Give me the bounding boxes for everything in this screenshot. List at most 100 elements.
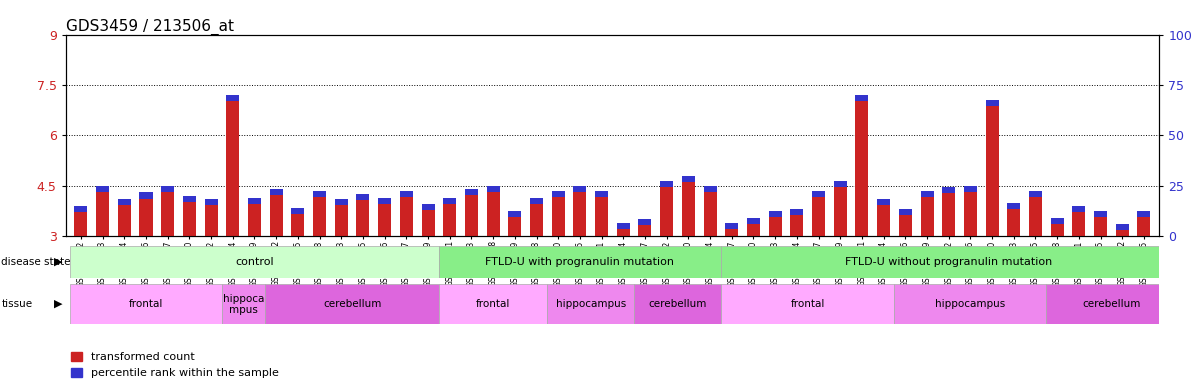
Bar	[895, 284, 1047, 324]
Text: cerebellum: cerebellum	[323, 299, 381, 310]
Bar	[356, 194, 369, 200]
Bar	[660, 181, 673, 187]
Text: FTLD-U with progranulin mutation: FTLD-U with progranulin mutation	[485, 257, 674, 267]
Bar	[508, 211, 521, 236]
Bar	[222, 284, 265, 324]
Bar	[335, 199, 348, 236]
Bar	[595, 191, 608, 197]
Bar	[140, 192, 153, 199]
Bar	[1095, 211, 1107, 217]
Text: tissue: tissue	[1, 299, 32, 309]
Bar	[964, 186, 978, 236]
Bar	[638, 219, 651, 225]
Bar	[1138, 211, 1151, 236]
Bar	[439, 246, 721, 278]
Bar	[140, 192, 153, 236]
Bar	[531, 197, 543, 204]
Bar	[400, 191, 412, 197]
Text: ▶: ▶	[54, 257, 62, 267]
Bar	[964, 186, 978, 192]
Bar	[204, 199, 217, 236]
Bar	[877, 199, 890, 205]
Bar	[574, 186, 587, 236]
Bar	[790, 209, 803, 215]
Bar	[1116, 224, 1129, 236]
Bar	[942, 187, 955, 236]
Bar	[486, 186, 500, 236]
Bar	[465, 189, 478, 236]
Bar	[856, 95, 869, 101]
Bar	[161, 186, 174, 192]
Text: cerebellum: cerebellum	[1083, 299, 1140, 310]
Bar	[226, 95, 239, 101]
Bar	[465, 189, 478, 195]
Bar	[335, 199, 348, 205]
Bar	[617, 223, 630, 236]
Bar	[204, 199, 217, 205]
Bar	[547, 284, 635, 324]
Text: hippocampus: hippocampus	[556, 299, 626, 310]
Text: frontal: frontal	[476, 299, 510, 310]
Bar	[1072, 206, 1085, 236]
Bar	[617, 223, 630, 229]
Bar	[1050, 218, 1064, 236]
Bar	[768, 211, 782, 236]
Bar	[1029, 191, 1042, 197]
Text: hippoca
mpus: hippoca mpus	[223, 293, 264, 315]
Bar	[161, 186, 174, 236]
Bar	[813, 191, 825, 236]
Bar	[635, 284, 721, 324]
Bar	[721, 284, 895, 324]
Bar	[422, 204, 435, 236]
Bar	[96, 186, 109, 192]
Bar	[378, 197, 391, 236]
Text: FTLD-U without progranulin mutation: FTLD-U without progranulin mutation	[845, 257, 1053, 267]
Bar	[834, 181, 847, 236]
Bar	[1116, 224, 1129, 230]
Bar	[1007, 203, 1021, 209]
Bar	[790, 209, 803, 236]
Bar	[813, 191, 825, 197]
Bar	[1007, 203, 1021, 236]
Bar	[660, 181, 673, 236]
Text: frontal: frontal	[791, 299, 825, 310]
Bar	[118, 199, 130, 205]
Bar	[378, 197, 391, 204]
Bar	[183, 196, 196, 236]
Bar	[1072, 206, 1085, 212]
Bar	[768, 211, 782, 217]
Bar	[1050, 218, 1064, 224]
Bar	[74, 206, 87, 212]
Legend: transformed count, percentile rank within the sample: transformed count, percentile rank withi…	[72, 352, 280, 379]
Bar	[986, 100, 999, 106]
Bar	[422, 204, 435, 210]
Bar	[270, 189, 283, 195]
Bar	[856, 95, 869, 236]
Bar	[356, 194, 369, 236]
Bar	[552, 191, 565, 197]
Bar	[71, 284, 222, 324]
Bar	[682, 176, 694, 236]
Bar	[899, 209, 912, 236]
Bar	[292, 208, 305, 214]
Bar	[96, 186, 109, 236]
Bar	[595, 191, 608, 236]
Bar	[704, 186, 717, 236]
Bar	[986, 100, 999, 236]
Bar	[725, 223, 739, 236]
Bar	[71, 246, 439, 278]
Bar	[400, 191, 412, 236]
Text: frontal: frontal	[129, 299, 164, 310]
Bar	[920, 191, 933, 197]
Bar	[443, 197, 456, 236]
Bar	[1047, 284, 1177, 324]
Bar	[292, 208, 305, 236]
Bar	[920, 191, 933, 236]
Bar	[183, 196, 196, 202]
Text: hippocampus: hippocampus	[936, 299, 1005, 310]
Bar	[443, 197, 456, 204]
Bar	[226, 95, 239, 236]
Bar	[486, 186, 500, 192]
Bar	[1095, 211, 1107, 236]
Bar	[899, 209, 912, 215]
